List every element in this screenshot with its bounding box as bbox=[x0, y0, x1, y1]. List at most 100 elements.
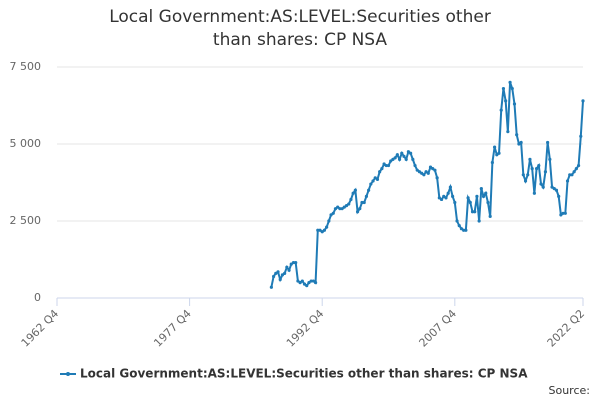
point bbox=[380, 167, 384, 171]
point bbox=[360, 200, 364, 205]
point bbox=[563, 211, 567, 215]
point bbox=[269, 285, 273, 289]
point bbox=[488, 214, 492, 218]
point bbox=[291, 260, 296, 265]
point bbox=[499, 108, 503, 112]
y-tick-label: 5 000 bbox=[10, 137, 42, 150]
legend-marker bbox=[66, 372, 70, 376]
point bbox=[455, 219, 459, 223]
point bbox=[375, 177, 380, 182]
point bbox=[473, 210, 477, 214]
point bbox=[347, 202, 351, 206]
point bbox=[532, 191, 536, 195]
x-tick-label: 2022 Q2 bbox=[545, 307, 588, 350]
point bbox=[466, 196, 470, 200]
point bbox=[393, 156, 397, 160]
point bbox=[572, 170, 576, 174]
point bbox=[422, 173, 426, 177]
point bbox=[510, 86, 514, 91]
point bbox=[523, 179, 528, 183]
point bbox=[490, 160, 494, 165]
point bbox=[285, 265, 289, 269]
point bbox=[528, 157, 532, 161]
point bbox=[364, 194, 369, 198]
point bbox=[433, 168, 437, 172]
point bbox=[530, 167, 534, 171]
x-tick-label: 2007 Q4 bbox=[417, 307, 460, 350]
point bbox=[486, 200, 490, 205]
point bbox=[481, 194, 486, 198]
point bbox=[477, 219, 481, 223]
point bbox=[515, 133, 519, 137]
point bbox=[446, 191, 450, 195]
point bbox=[548, 157, 552, 161]
point bbox=[367, 188, 371, 192]
point bbox=[378, 170, 382, 174]
point bbox=[309, 279, 313, 283]
point bbox=[426, 171, 430, 175]
point bbox=[322, 228, 327, 232]
point bbox=[278, 277, 282, 282]
point bbox=[402, 154, 406, 158]
x-tick-label: 1992 Q4 bbox=[284, 307, 327, 350]
point bbox=[504, 99, 508, 103]
point bbox=[351, 191, 355, 195]
point bbox=[331, 211, 335, 215]
point bbox=[327, 219, 331, 223]
point bbox=[534, 167, 539, 171]
point bbox=[411, 157, 415, 161]
point bbox=[325, 225, 329, 229]
point bbox=[371, 179, 375, 183]
point bbox=[271, 274, 276, 279]
point bbox=[492, 145, 497, 149]
point bbox=[316, 228, 320, 232]
point bbox=[362, 200, 366, 205]
point bbox=[386, 163, 391, 168]
point bbox=[497, 151, 501, 155]
point bbox=[305, 284, 309, 288]
point bbox=[355, 210, 360, 214]
point bbox=[537, 163, 541, 168]
point bbox=[519, 140, 523, 145]
y-tick-label: 0 bbox=[34, 291, 41, 304]
point bbox=[557, 194, 561, 198]
point bbox=[439, 197, 444, 202]
point bbox=[369, 182, 373, 186]
point bbox=[506, 130, 510, 134]
point bbox=[451, 194, 455, 198]
point bbox=[475, 194, 479, 198]
point bbox=[512, 102, 517, 106]
point bbox=[453, 200, 457, 205]
point bbox=[400, 151, 404, 155]
point bbox=[508, 80, 512, 84]
point bbox=[543, 170, 548, 174]
point bbox=[448, 185, 452, 189]
point bbox=[276, 270, 280, 274]
point bbox=[479, 187, 483, 191]
point bbox=[462, 228, 466, 232]
point bbox=[404, 157, 408, 161]
point bbox=[353, 188, 357, 192]
point bbox=[287, 268, 291, 272]
point bbox=[470, 210, 475, 214]
point bbox=[338, 207, 342, 211]
point bbox=[444, 196, 448, 200]
point bbox=[358, 207, 362, 211]
point bbox=[554, 188, 559, 192]
point bbox=[397, 157, 402, 161]
point bbox=[581, 99, 585, 103]
legend-label: Local Government:AS:LEVEL:Securities oth… bbox=[80, 367, 528, 381]
y-tick-label: 2 500 bbox=[10, 214, 42, 227]
point bbox=[539, 182, 543, 186]
point bbox=[349, 197, 353, 202]
x-tick-label: 1977 Q4 bbox=[151, 307, 194, 350]
point bbox=[457, 224, 461, 228]
point bbox=[409, 151, 413, 155]
point bbox=[574, 167, 578, 171]
point bbox=[313, 281, 318, 285]
point bbox=[395, 153, 399, 157]
chart-title: Local Government:AS:LEVEL:Securities oth… bbox=[109, 7, 491, 50]
point bbox=[579, 134, 583, 138]
